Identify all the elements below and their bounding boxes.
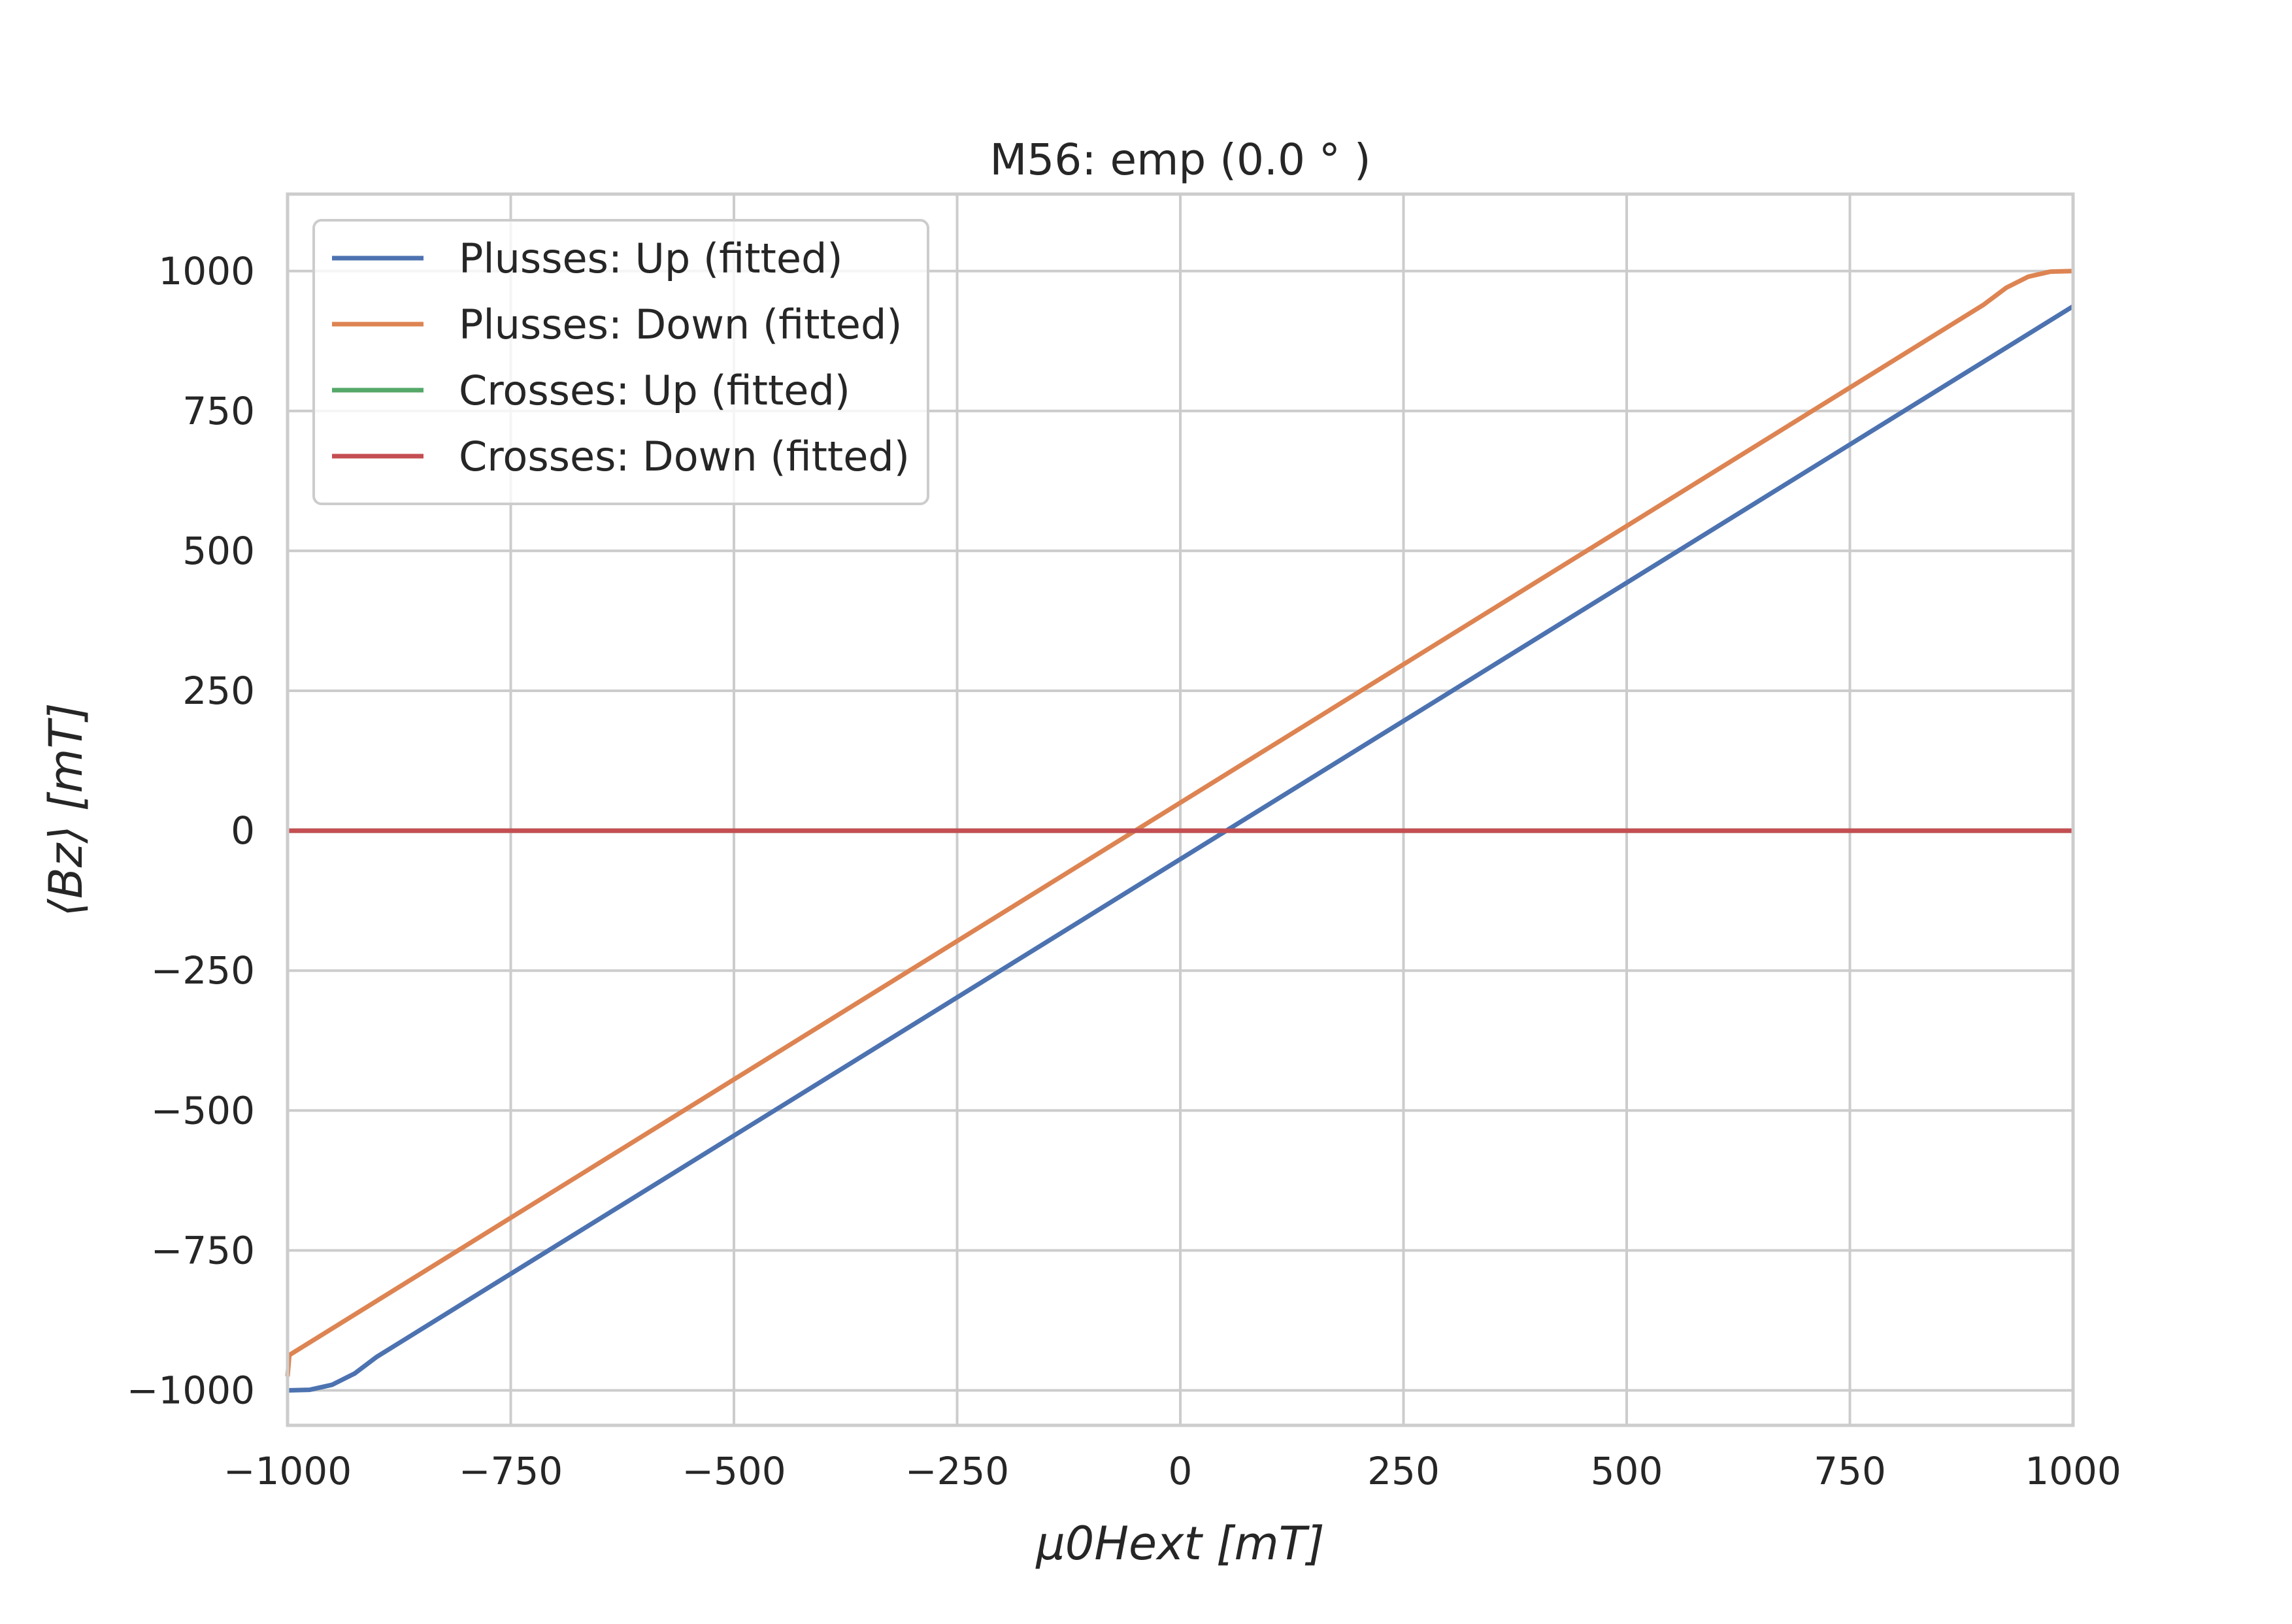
y-tick-label: 500 [182, 529, 255, 573]
legend-label: Crosses: Up (fitted) [459, 367, 850, 414]
y-tick-label: −500 [151, 1088, 255, 1133]
x-tick-labels: −1000 −750 −500 −250 0 250 500 750 1000 [224, 1449, 2121, 1493]
y-tick-label: 250 [182, 669, 255, 713]
x-tick-label: 500 [1591, 1449, 1663, 1493]
y-tick-label: 750 [182, 389, 255, 433]
x-tick-label: 750 [1814, 1449, 1886, 1493]
y-tick-label: 1000 [158, 249, 255, 293]
y-axis-label: ⟨Bz⟩ [mT] [39, 703, 93, 916]
x-tick-label: 1000 [2025, 1449, 2121, 1493]
x-axis-label: μ0Hext [mT] [1035, 1517, 1324, 1570]
y-tick-label: −1000 [127, 1368, 255, 1412]
y-tick-label: −250 [151, 948, 255, 993]
figure: −1000 −750 −500 −250 0 250 500 750 1000 −1000 −75… [0, 0, 2292, 1621]
y-tick-label: −750 [151, 1228, 255, 1272]
x-tick-label: −500 [682, 1449, 786, 1493]
x-tick-label: 250 [1367, 1449, 1440, 1493]
x-tick-label: −250 [905, 1449, 1009, 1493]
x-tick-label: 0 [1169, 1449, 1193, 1493]
chart: −1000 −750 −500 −250 0 250 500 750 1000 −1000 −75… [0, 0, 2292, 1621]
legend: Plusses: Up (fitted) Plusses: Down (fitte… [314, 220, 928, 504]
legend-label: Plusses: Down (fitted) [459, 301, 903, 348]
legend-label: Crosses: Down (fitted) [459, 433, 910, 480]
legend-label: Plusses: Up (fitted) [459, 235, 843, 282]
x-tick-label: −1000 [224, 1449, 352, 1493]
x-tick-label: −750 [459, 1449, 563, 1493]
chart-title: M56: emp (0.0 ° ) [989, 135, 1370, 185]
y-tick-label: 0 [231, 808, 255, 853]
